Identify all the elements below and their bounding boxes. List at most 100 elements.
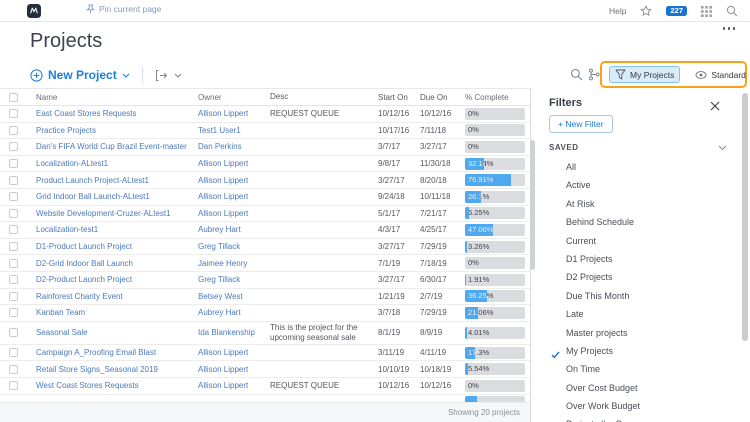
export-button[interactable] [155, 69, 182, 82]
row-checkbox[interactable] [9, 258, 18, 268]
row-checkbox[interactable] [9, 125, 18, 135]
project-name-link[interactable]: Retail Store Signs_Seasonal 2019 [36, 364, 158, 374]
owner-link[interactable]: Allison Lippert [198, 109, 249, 119]
start-on-cell: 3/7/18 [378, 308, 401, 318]
progress-label-overlay: 6.25% [468, 208, 490, 218]
project-name-link[interactable]: Rainforest Charity Event [36, 291, 123, 301]
owner-link[interactable]: Allison Lippert [198, 159, 249, 169]
project-name-link[interactable]: East Coast Stores Requests [36, 109, 137, 119]
table-scrollbar[interactable] [530, 140, 535, 270]
owner-link[interactable]: Allison Lippert [198, 175, 249, 185]
filter-item[interactable]: Current [531, 232, 750, 250]
owner-link[interactable]: Allison Lippert [198, 348, 249, 358]
project-name-link[interactable]: D2-Product Launch Project [36, 275, 133, 285]
row-checkbox[interactable] [9, 192, 18, 202]
project-name-link[interactable]: Website Development-Cruzer-ALtest1 [36, 208, 171, 218]
project-name-link[interactable]: D2-Grid Indoor Ball Launch [36, 258, 133, 268]
row-checkbox[interactable] [9, 142, 18, 152]
project-name-link[interactable]: Seasonal Sale [36, 328, 88, 338]
more-menu-icon[interactable] [720, 24, 739, 33]
owner-link[interactable]: Test1 User1 [198, 125, 241, 135]
row-checkbox[interactable] [9, 308, 18, 318]
workfront-logo-icon[interactable] [27, 4, 41, 18]
owner-link[interactable]: Betsey West [198, 291, 243, 301]
owner-link[interactable]: Aubrey Hart [198, 308, 241, 318]
row-checkbox[interactable] [9, 328, 18, 338]
owner-link[interactable]: Greg Tillack [198, 242, 241, 252]
row-checkbox[interactable] [9, 291, 18, 301]
row-checkbox[interactable] [9, 159, 18, 169]
project-name-link[interactable]: Product Launch Project-ALtest1 [36, 175, 149, 185]
row-checkbox[interactable] [9, 208, 18, 218]
select-all-checkbox[interactable] [9, 92, 18, 102]
close-panel-button[interactable] [708, 96, 722, 118]
filter-item[interactable]: At Risk [531, 195, 750, 213]
project-name-link[interactable]: Grid Indoor Ball Launch-ALtest1 [36, 192, 150, 202]
global-search-button[interactable] [726, 5, 738, 17]
project-name-link[interactable]: Localization-ALtest1 [36, 159, 109, 169]
filter-item[interactable]: Projects I'm On [531, 415, 750, 422]
filter-item[interactable]: D1 Projects [531, 250, 750, 268]
owner-link[interactable]: Aubrey Hart [198, 225, 241, 235]
progress-bar: 0% [465, 257, 525, 270]
list-search-button[interactable] [570, 68, 583, 86]
filter-item[interactable]: Master projects [531, 324, 750, 342]
column-header-start-on[interactable]: Start On [378, 92, 408, 102]
filter-item[interactable]: Over Cost Budget [531, 379, 750, 397]
notification-badge[interactable]: 227 [666, 5, 687, 17]
project-name-link[interactable]: Localization-test1 [36, 225, 99, 235]
filter-item[interactable]: On Time [531, 360, 750, 378]
progress-bar: 32.14% 32.14% [465, 157, 525, 170]
favorites-button[interactable] [640, 5, 652, 17]
row-checkbox[interactable] [9, 175, 18, 185]
due-on-cell: 7/29/19 [420, 308, 447, 318]
row-checkbox[interactable] [9, 348, 18, 358]
panel-scrollbar[interactable] [742, 93, 748, 341]
owner-link[interactable]: Jaimee Henry [198, 258, 248, 268]
filter-item[interactable]: Due This Month [531, 287, 750, 305]
new-project-button[interactable]: New Project [30, 68, 130, 82]
filter-item[interactable]: All [531, 158, 750, 176]
project-name-link[interactable]: West Coast Stores Requests [36, 381, 139, 391]
filters-panel: Filters + New Filter SAVED All Active At R… [530, 88, 750, 422]
owner-link[interactable]: Greg Tillack [198, 275, 241, 285]
saved-section-header[interactable]: SAVED [549, 143, 727, 152]
view-button[interactable]: Standard [690, 66, 750, 83]
column-header-owner[interactable]: Owner [198, 92, 222, 102]
column-header-desc[interactable]: Desc [270, 92, 289, 102]
start-on-cell: 10/10/19 [378, 364, 410, 374]
filter-item[interactable]: D2 Projects [531, 268, 750, 286]
start-on-cell: 5/1/17 [378, 208, 401, 218]
filter-item[interactable]: Late [531, 305, 750, 323]
row-checkbox[interactable] [9, 275, 18, 285]
sort-hierarchy-icon[interactable] [588, 68, 600, 86]
app-switcher-button[interactable] [701, 5, 712, 17]
row-checkbox[interactable] [9, 381, 18, 391]
owner-link[interactable]: Allison Lippert [198, 192, 249, 202]
filter-button[interactable]: My Projects [609, 66, 681, 83]
owner-link[interactable]: Allison Lippert [198, 381, 249, 391]
filter-item[interactable]: My Projects [531, 342, 750, 360]
filter-item[interactable]: Behind Schedule [531, 213, 750, 231]
row-checkbox[interactable] [9, 225, 18, 235]
help-link[interactable]: Help [609, 6, 627, 16]
row-checkbox[interactable] [9, 364, 18, 374]
owner-link[interactable]: Dan Perkins [198, 142, 242, 152]
row-checkbox[interactable] [9, 242, 18, 252]
project-name-link[interactable]: Campaign A_Proofing Email Blast [36, 348, 157, 358]
project-name-link[interactable]: Kanban Team [36, 308, 86, 318]
column-header-pct-complete[interactable]: % Complete [465, 92, 509, 102]
new-filter-button[interactable]: + New Filter [549, 115, 613, 133]
owner-link[interactable]: Ida Blankenship [198, 328, 255, 338]
project-name-link[interactable]: Practice Projects [36, 125, 97, 135]
owner-link[interactable]: Allison Lippert [198, 208, 249, 218]
column-header-due-on[interactable]: Due On [420, 92, 448, 102]
project-name-link[interactable]: D1-Product Launch Project [36, 242, 133, 252]
row-checkbox[interactable] [9, 109, 18, 119]
filter-item[interactable]: Active [531, 176, 750, 194]
project-name-link[interactable]: Dan's FIFA World Cup Brazil Event-master [36, 142, 187, 152]
pin-current-page-link[interactable]: Pin current page [86, 4, 161, 14]
owner-link[interactable]: Allison Lippert [198, 364, 249, 374]
filter-item[interactable]: Over Work Budget [531, 397, 750, 415]
column-header-name[interactable]: Name [36, 92, 58, 102]
